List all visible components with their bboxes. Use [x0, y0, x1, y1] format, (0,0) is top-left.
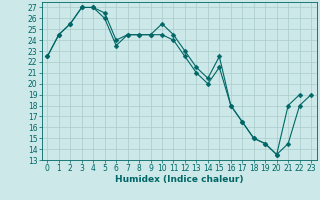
X-axis label: Humidex (Indice chaleur): Humidex (Indice chaleur) — [115, 175, 244, 184]
